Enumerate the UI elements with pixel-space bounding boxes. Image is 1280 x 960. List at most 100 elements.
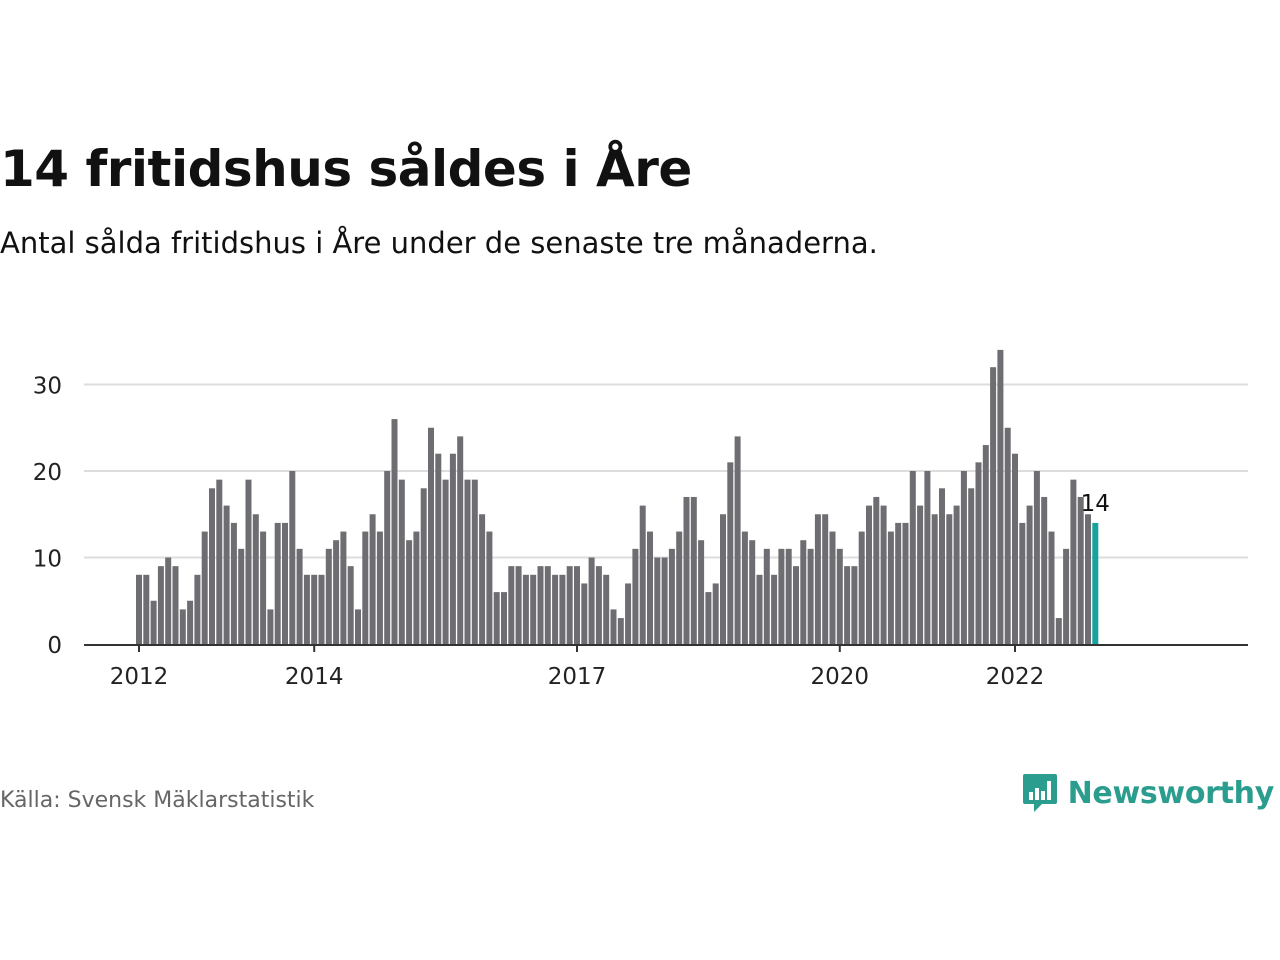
bar [1033,471,1040,644]
bar [566,566,573,644]
bar [522,574,529,644]
bar [939,488,945,644]
bar [1085,514,1091,644]
y-tick-label: 30 [33,374,62,400]
bar [975,462,982,644]
bar [880,505,887,644]
bar [398,479,405,644]
bar [895,522,902,644]
bar [1070,479,1077,644]
bar [763,548,770,644]
bar [771,574,778,644]
bar [333,540,340,644]
bar [449,453,456,644]
x-tick-label: 2017 [548,664,607,690]
bar [968,488,975,644]
bar [530,574,537,644]
bar [836,548,843,644]
bar [603,574,610,644]
bar [676,531,683,644]
bar [858,531,865,644]
bars: 14 [136,349,1110,644]
bar [391,419,398,644]
bar [318,574,325,644]
bar [369,514,376,644]
bar [924,471,931,644]
bar [822,514,829,644]
bar [727,462,734,644]
bar [355,609,361,644]
bar [289,471,296,644]
bar [303,574,310,644]
bar [428,427,434,644]
bar [902,522,909,644]
bar [647,531,653,644]
bar [683,496,690,644]
bar [807,548,814,644]
bar [588,557,595,644]
chart-title: 14 fritidshus såldes i Åre [0,140,692,198]
bar [245,479,252,644]
x-tick-label: 2014 [285,664,344,690]
bar [720,514,726,644]
bar [347,566,354,644]
bar [705,592,712,644]
bar [136,574,142,644]
bar [632,548,639,644]
newsworthy-logo-icon [1022,774,1057,812]
bar [201,531,208,644]
highlight-value-label: 14 [1081,491,1110,517]
bar [574,566,580,644]
x-tick-label: 2022 [986,664,1045,690]
bar [800,540,807,644]
y-tick-label: 20 [33,460,62,486]
bar [917,505,924,644]
bar [873,496,880,644]
brand-logo[interactable]: Newsworthy [1022,772,1274,814]
bar [1063,548,1070,644]
bar [734,436,741,644]
bar [376,531,383,644]
bar [340,531,347,644]
bar [712,583,719,644]
bar [756,574,763,644]
bar [595,566,602,644]
bar [435,453,442,644]
bar [749,540,756,644]
bar [581,583,588,644]
bar [187,600,194,644]
bar [617,618,624,644]
bar-highlight [1092,522,1099,644]
bar [150,600,157,644]
bar [537,566,544,644]
bar [610,609,617,644]
bar [457,436,464,644]
bar [625,583,632,644]
bar [493,592,500,644]
bar [544,566,551,644]
bar [260,531,267,644]
bar [829,531,836,644]
x-tick-label: 2012 [110,664,169,690]
bar-chart: 14 0 10 20 30 2012 2014 2017 2020 2022 [33,349,1248,690]
bar [172,566,179,644]
bar [1019,522,1026,644]
bar [741,531,748,644]
y-tick-label: 0 [47,633,62,659]
bar [296,548,303,644]
bar [479,514,486,644]
bar [515,566,522,644]
bar [866,505,872,644]
bar [690,496,697,644]
bar [793,566,799,644]
bar [209,488,215,644]
bar [639,505,646,644]
bar [179,609,186,644]
bar [230,522,237,644]
bar [508,566,515,644]
bar [311,574,318,644]
bar [946,514,953,644]
bar [1041,496,1048,644]
bar [216,479,223,644]
bar [931,514,938,644]
